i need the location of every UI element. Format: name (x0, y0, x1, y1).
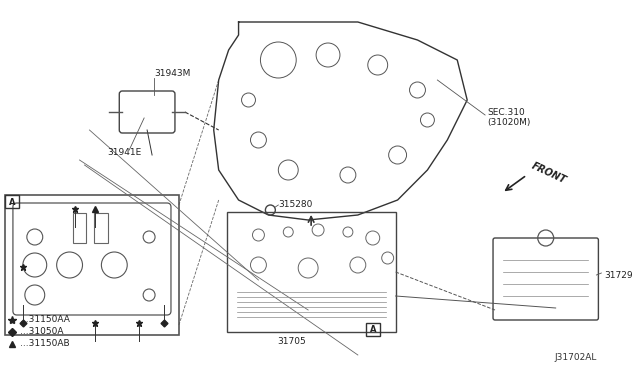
Bar (95, 213, 108, 243)
Text: 31705: 31705 (277, 337, 306, 346)
Bar (72, 213, 86, 243)
Bar (5, 195, 179, 335)
Text: (31020M): (31020M) (487, 118, 531, 126)
Text: ...31050A: ...31050A (20, 327, 63, 337)
Text: 31941E: 31941E (108, 148, 141, 157)
Text: SEC.310: SEC.310 (487, 108, 525, 116)
Bar (227, 212, 396, 332)
Text: ...31150AA: ...31150AA (20, 315, 70, 324)
Text: 31729: 31729 (604, 270, 633, 279)
Text: 315280: 315280 (278, 199, 313, 208)
Text: 31943M: 31943M (154, 68, 191, 77)
Text: FRONT: FRONT (530, 161, 568, 185)
Text: A: A (369, 325, 376, 334)
Text: ...31150AB: ...31150AB (20, 340, 70, 349)
Text: A: A (9, 198, 15, 206)
Bar (5, 195, 19, 208)
Bar (366, 323, 380, 336)
Text: J31702AL: J31702AL (554, 353, 596, 362)
